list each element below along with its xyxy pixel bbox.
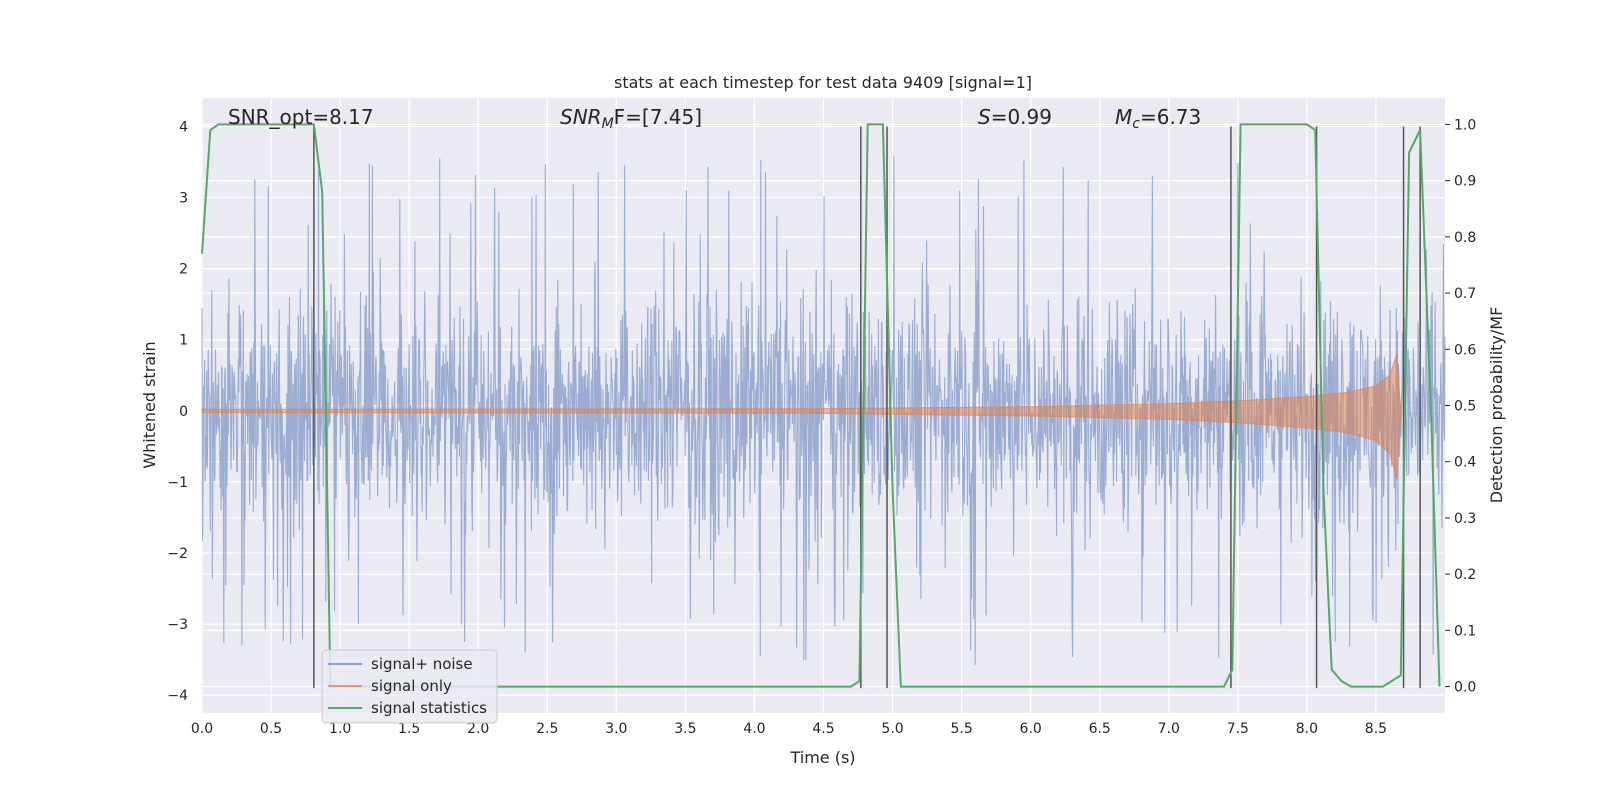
y-right-tick-label: 0.3 bbox=[1454, 511, 1476, 527]
x-tick-label: 7.5 bbox=[1227, 721, 1249, 737]
x-tick-label: 3.0 bbox=[605, 721, 627, 737]
legend-label-signal: signal only bbox=[371, 677, 452, 695]
x-tick-label: 2.5 bbox=[536, 721, 558, 737]
x-tick-label: 5.0 bbox=[881, 721, 903, 737]
y-right-tick-label: 0.0 bbox=[1454, 680, 1476, 696]
y-right-tick-label: 0.5 bbox=[1454, 399, 1476, 415]
x-tick-label: 3.5 bbox=[674, 721, 696, 737]
legend-label-statistics: signal statistics bbox=[371, 699, 487, 717]
x-tick-label: 4.5 bbox=[812, 721, 834, 737]
mc-subscript: c bbox=[1132, 116, 1140, 132]
legend: signal+ noise signal only signal statist… bbox=[321, 649, 498, 724]
signal-noise-line bbox=[201, 155, 1446, 665]
mc-symbol: M bbox=[1115, 105, 1132, 129]
x-tick-label: 0.0 bbox=[191, 721, 213, 737]
snr-mf-subscript: M bbox=[602, 116, 614, 132]
x-tick-label: 0.5 bbox=[260, 721, 282, 737]
y-axis-label: Whitened strain bbox=[140, 341, 159, 468]
y-tick-label: −1 bbox=[167, 475, 188, 491]
snr-mf-symbol: SNR bbox=[560, 105, 602, 129]
y-right-tick-label: 0.2 bbox=[1454, 567, 1476, 583]
x-tick-label: 8.0 bbox=[1296, 721, 1318, 737]
y-tick-label: −3 bbox=[167, 617, 188, 633]
signal-only-chirp bbox=[201, 353, 1402, 480]
x-tick-label: 6.5 bbox=[1089, 721, 1111, 737]
signal-noise-series bbox=[201, 155, 1446, 665]
y-tick-label: 2 bbox=[179, 262, 188, 278]
x-tick-label: 6.0 bbox=[1020, 721, 1042, 737]
signal-statistics-line bbox=[201, 123, 1441, 688]
signal-only-series bbox=[201, 353, 1402, 480]
y-tick-label: −4 bbox=[167, 688, 188, 704]
y-tick-label: −2 bbox=[167, 546, 188, 562]
y-right-tick-label: 0.6 bbox=[1454, 342, 1476, 358]
y-right-tick-label: 0.9 bbox=[1454, 174, 1476, 190]
legend-box bbox=[321, 649, 498, 724]
y-axis-right-label: Detection probability/MF bbox=[1487, 307, 1506, 504]
x-tick-label: 7.0 bbox=[1158, 721, 1180, 737]
axes-text: 0.0 0.5 1.0 1.5 2.0 2.5 3.0 3.5 4.0 4.5 5.0 5.5 6.0 6… bbox=[167, 117, 1476, 737]
y-right-tick-label: 1.0 bbox=[1454, 117, 1476, 133]
y-tick-label: 4 bbox=[179, 119, 188, 135]
y-right-tick-label: 0.4 bbox=[1454, 455, 1476, 471]
mc-value: =6.73 bbox=[1140, 105, 1201, 129]
annotation-snr-opt: SNR_opt=8.17 bbox=[228, 105, 374, 129]
x-tick-label: 5.5 bbox=[950, 721, 972, 737]
y-tick-label: 3 bbox=[179, 191, 188, 207]
snr-mf-value: F=[7.45] bbox=[614, 105, 702, 129]
y-tick-label: 0 bbox=[179, 404, 188, 420]
s-value: =0.99 bbox=[991, 105, 1052, 129]
x-tick-label: 1.0 bbox=[329, 721, 351, 737]
s-symbol: S bbox=[978, 105, 991, 129]
x-tick-label: 2.0 bbox=[467, 721, 489, 737]
y-tick-label: 1 bbox=[179, 333, 188, 349]
annotation-s: S=0.99 bbox=[978, 105, 1052, 129]
legend-label-noise: signal+ noise bbox=[371, 655, 473, 673]
x-tick-label: 1.5 bbox=[398, 721, 420, 737]
y-right-tick-label: 0.1 bbox=[1454, 623, 1476, 639]
chart-title: stats at each timestep for test data 940… bbox=[614, 73, 1032, 92]
x-tick-label: 4.0 bbox=[743, 721, 765, 737]
annotation-mc: Mc=6.73 bbox=[1115, 105, 1201, 132]
y-right-tick-label: 0.8 bbox=[1454, 230, 1476, 246]
signal-statistics-series bbox=[201, 123, 1441, 688]
y-right-tick-label: 0.7 bbox=[1454, 286, 1476, 302]
x-axis-label: Time (s) bbox=[789, 748, 855, 767]
annotation-snr-mf: SNRMF=[7.45] bbox=[560, 105, 702, 132]
x-tick-label: 8.5 bbox=[1365, 721, 1387, 737]
